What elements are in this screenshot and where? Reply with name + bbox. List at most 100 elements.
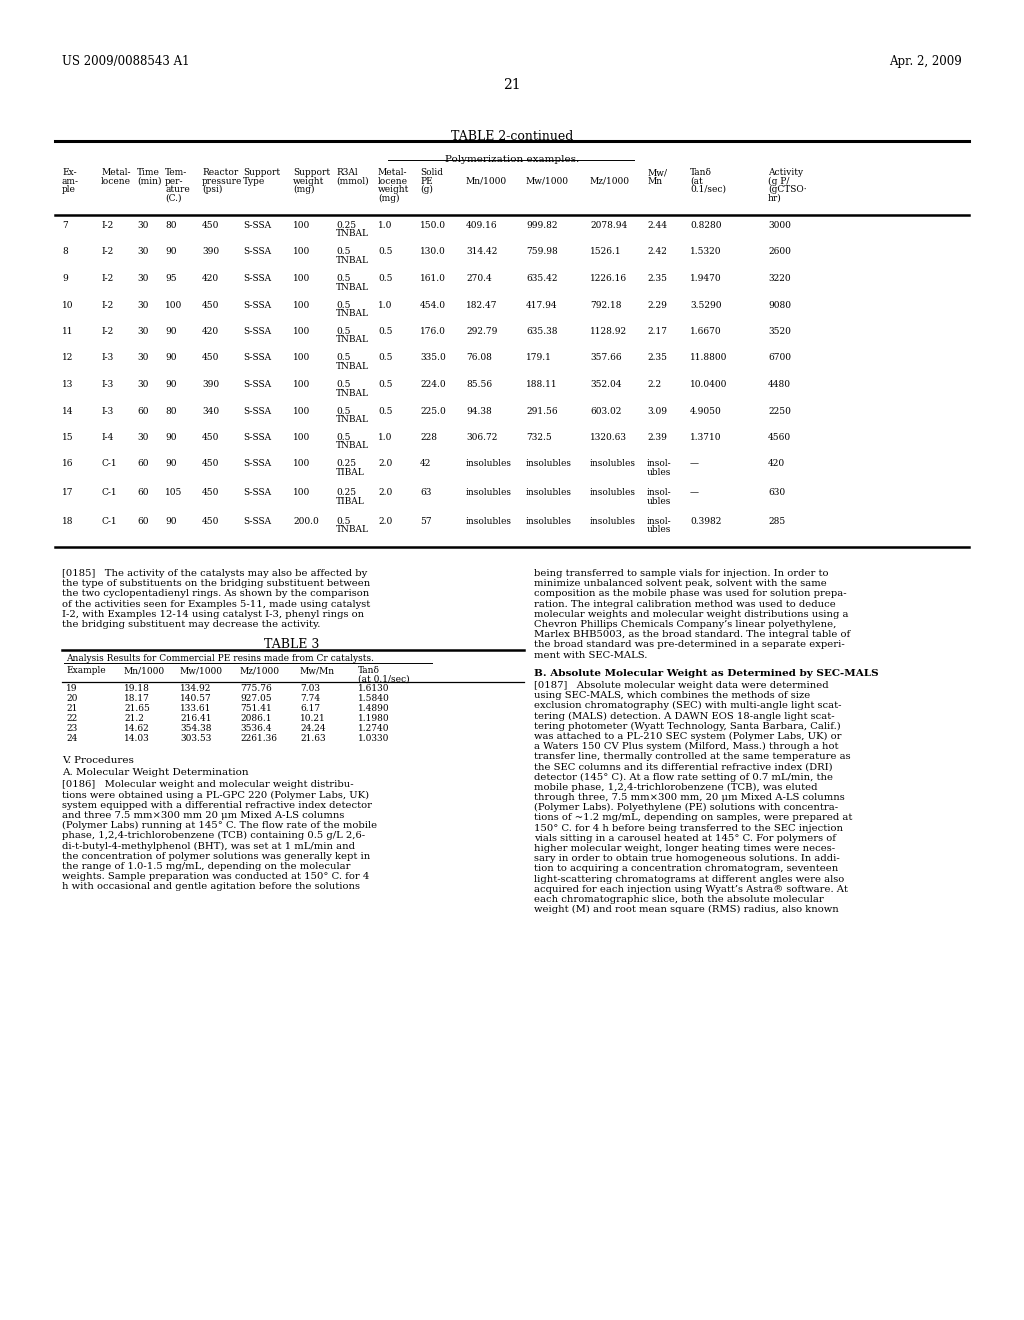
Text: insolubles: insolubles (590, 488, 636, 498)
Text: TNBAL: TNBAL (336, 230, 369, 239)
Text: S-SSA: S-SSA (243, 488, 271, 498)
Text: S-SSA: S-SSA (243, 459, 271, 469)
Text: Tem-: Tem- (165, 168, 187, 177)
Text: 1.2740: 1.2740 (358, 725, 389, 733)
Text: C-1: C-1 (101, 488, 117, 498)
Text: tions of ~1.2 mg/mL, depending on samples, were prepared at: tions of ~1.2 mg/mL, depending on sample… (534, 813, 852, 822)
Text: molecular weights and molecular weight distributions using a: molecular weights and molecular weight d… (534, 610, 849, 619)
Text: 100: 100 (293, 488, 310, 498)
Text: S-SSA: S-SSA (243, 516, 271, 525)
Text: 60: 60 (137, 459, 148, 469)
Text: S-SSA: S-SSA (243, 248, 271, 256)
Text: (min): (min) (137, 177, 162, 186)
Text: 1.6130: 1.6130 (358, 684, 389, 693)
Text: 30: 30 (137, 433, 148, 442)
Text: insolubles: insolubles (590, 459, 636, 469)
Text: each chromatographic slice, both the absolute molecular: each chromatographic slice, both the abs… (534, 895, 823, 904)
Text: S-SSA: S-SSA (243, 380, 271, 389)
Text: 417.94: 417.94 (526, 301, 558, 309)
Text: (psi): (psi) (202, 185, 222, 194)
Text: 2.39: 2.39 (647, 433, 667, 442)
Text: [0185]   The activity of the catalysts may also be affected by: [0185] The activity of the catalysts may… (62, 569, 368, 578)
Text: 0.5: 0.5 (336, 407, 350, 416)
Text: Tanδ: Tanδ (690, 168, 712, 177)
Text: 999.82: 999.82 (526, 220, 557, 230)
Text: 18: 18 (62, 516, 74, 525)
Text: insol-: insol- (647, 459, 672, 469)
Text: TNBAL: TNBAL (336, 414, 369, 424)
Text: pressure: pressure (202, 177, 243, 186)
Text: vials sitting in a carousel heated at 145° C. For polymers of: vials sitting in a carousel heated at 14… (534, 834, 836, 842)
Text: 4560: 4560 (768, 433, 792, 442)
Text: 16: 16 (62, 459, 74, 469)
Text: 17: 17 (62, 488, 74, 498)
Text: (Polymer Labs) running at 145° C. The flow rate of the mobile: (Polymer Labs) running at 145° C. The fl… (62, 821, 377, 830)
Text: TNBAL: TNBAL (336, 388, 369, 397)
Text: 1.0: 1.0 (378, 433, 392, 442)
Text: 100: 100 (293, 248, 310, 256)
Text: 14.03: 14.03 (124, 734, 150, 743)
Text: 3.09: 3.09 (647, 407, 667, 416)
Text: 2086.1: 2086.1 (240, 714, 271, 723)
Text: 306.72: 306.72 (466, 433, 498, 442)
Text: 2600: 2600 (768, 248, 791, 256)
Text: B. Absolute Molecular Weight as Determined by SEC-MALS: B. Absolute Molecular Weight as Determin… (534, 669, 879, 677)
Text: 775.76: 775.76 (240, 684, 271, 693)
Text: 352.04: 352.04 (590, 380, 622, 389)
Text: 24.24: 24.24 (300, 725, 326, 733)
Text: 10.0400: 10.0400 (690, 380, 727, 389)
Text: 1.4890: 1.4890 (358, 704, 389, 713)
Text: S-SSA: S-SSA (243, 407, 271, 416)
Text: 94.38: 94.38 (466, 407, 492, 416)
Text: am-: am- (62, 177, 79, 186)
Text: 80: 80 (165, 220, 176, 230)
Text: 30: 30 (137, 275, 148, 282)
Text: 100: 100 (293, 301, 310, 309)
Text: transfer line, thermally controlled at the same temperature as: transfer line, thermally controlled at t… (534, 752, 851, 762)
Text: 90: 90 (165, 459, 176, 469)
Text: S-SSA: S-SSA (243, 301, 271, 309)
Text: ple: ple (62, 185, 76, 194)
Text: 450: 450 (202, 301, 219, 309)
Text: 90: 90 (165, 354, 176, 363)
Text: 751.41: 751.41 (240, 704, 271, 713)
Text: 224.0: 224.0 (420, 380, 445, 389)
Text: tering photometer (Wyatt Technology, Santa Barbara, Calif.): tering photometer (Wyatt Technology, San… (534, 722, 841, 731)
Text: (g P/: (g P/ (768, 177, 790, 186)
Text: tions were obtained using a PL-GPC 220 (Polymer Labs, UK): tions were obtained using a PL-GPC 220 (… (62, 791, 369, 800)
Text: 6700: 6700 (768, 354, 791, 363)
Text: 0.8280: 0.8280 (690, 220, 722, 230)
Text: the broad standard was pre-determined in a separate experi-: the broad standard was pre-determined in… (534, 640, 845, 649)
Text: (mg): (mg) (378, 194, 399, 203)
Text: 0.5: 0.5 (336, 275, 350, 282)
Text: 8: 8 (62, 248, 68, 256)
Text: V. Procedures: V. Procedures (62, 756, 134, 766)
Text: through three, 7.5 mm×300 mm, 20 μm Mixed A-LS columns: through three, 7.5 mm×300 mm, 20 μm Mixe… (534, 793, 845, 803)
Text: insolubles: insolubles (466, 459, 512, 469)
Text: TIBAL: TIBAL (336, 469, 365, 477)
Text: 100: 100 (165, 301, 182, 309)
Text: 228: 228 (420, 433, 437, 442)
Text: 7: 7 (62, 220, 68, 230)
Text: 95: 95 (165, 275, 176, 282)
Text: 792.18: 792.18 (590, 301, 622, 309)
Text: 3536.4: 3536.4 (240, 725, 271, 733)
Text: 140.57: 140.57 (180, 694, 212, 704)
Text: (C.): (C.) (165, 194, 181, 202)
Text: sary in order to obtain true homogeneous solutions. In addi-: sary in order to obtain true homogeneous… (534, 854, 840, 863)
Text: 13: 13 (62, 380, 74, 389)
Text: ment with SEC-MALS.: ment with SEC-MALS. (534, 651, 647, 660)
Text: Analysis Results for Commercial PE resins made from Cr catalysts.: Analysis Results for Commercial PE resin… (66, 655, 374, 663)
Text: 225.0: 225.0 (420, 407, 445, 416)
Text: (mg): (mg) (293, 185, 314, 194)
Text: 216.41: 216.41 (180, 714, 212, 723)
Text: 2.17: 2.17 (647, 327, 667, 337)
Text: 927.05: 927.05 (240, 694, 271, 704)
Text: the bridging substituent may decrease the activity.: the bridging substituent may decrease th… (62, 620, 321, 630)
Text: 100: 100 (293, 459, 310, 469)
Text: TNBAL: TNBAL (336, 335, 369, 345)
Text: Mw/: Mw/ (647, 168, 667, 177)
Text: 1128.92: 1128.92 (590, 327, 627, 337)
Text: 19: 19 (66, 684, 78, 693)
Text: 20: 20 (66, 694, 78, 704)
